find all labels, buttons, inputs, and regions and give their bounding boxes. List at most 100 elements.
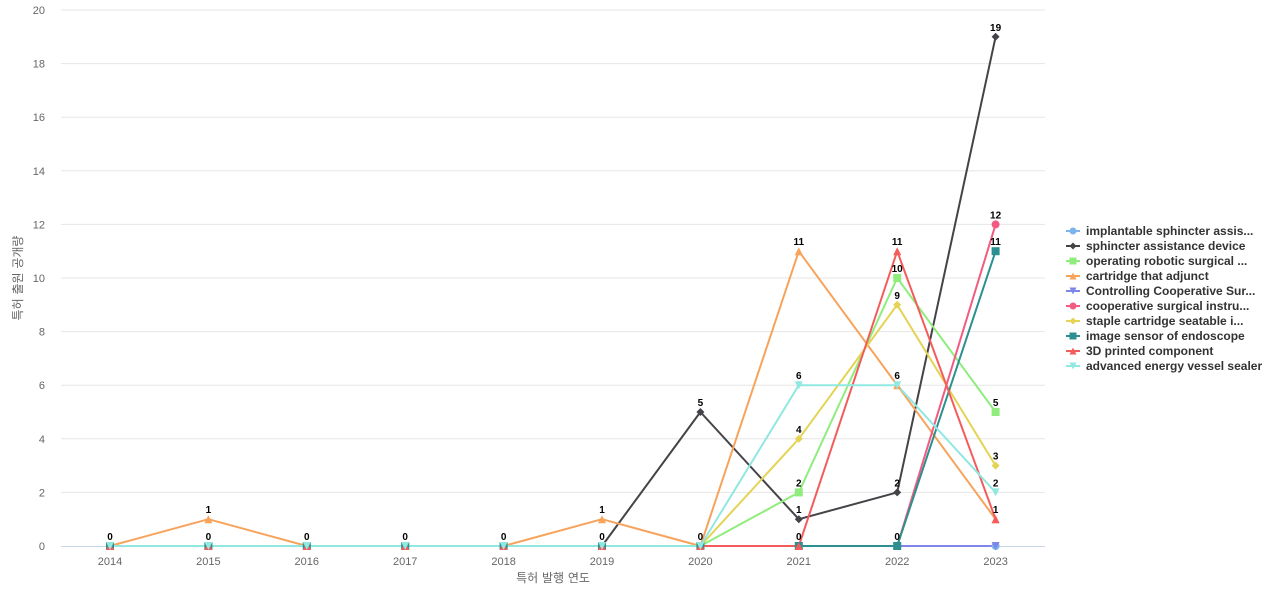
data-point	[696, 542, 705, 550]
data-point	[302, 542, 311, 550]
series-line	[110, 384, 997, 547]
data-point	[991, 32, 1000, 41]
legend-item[interactable]: cooperative surgical instru...	[1066, 299, 1249, 313]
data-label: 11	[990, 237, 1001, 248]
series-markers	[106, 32, 1000, 550]
legend-label: cartridge that adjunct	[1086, 269, 1209, 283]
y-tick-label: 12	[33, 219, 45, 231]
data-point	[794, 515, 803, 524]
legend-item[interactable]: image sensor of endoscope	[1066, 329, 1245, 343]
legend-marker	[1069, 317, 1077, 325]
x-tick-label: 2014	[98, 556, 122, 568]
legend-item[interactable]: advanced energy vessel sealer	[1066, 359, 1262, 373]
legend-label: sphincter assistance device	[1086, 239, 1246, 253]
legend-item[interactable]: 3D printed component	[1066, 344, 1213, 358]
data-point	[893, 542, 902, 550]
legend-marker	[1069, 227, 1077, 235]
series-lines	[109, 36, 997, 547]
legend-label: image sensor of endoscope	[1086, 329, 1245, 343]
legend-item[interactable]: implantable sphincter assis...	[1066, 224, 1253, 238]
data-label: 19	[990, 23, 1002, 34]
legend-marker	[1069, 287, 1077, 295]
data-point	[696, 408, 705, 416]
data-point	[794, 381, 803, 390]
data-label: 1	[796, 505, 802, 516]
data-label: 0	[894, 532, 900, 543]
series-line	[110, 303, 997, 547]
data-point	[794, 434, 803, 443]
data-point	[598, 542, 606, 550]
legend-marker	[1069, 257, 1077, 265]
y-tick-label: 4	[39, 434, 45, 446]
data-point	[991, 515, 1000, 524]
data-point	[794, 247, 803, 256]
legend-label: 3D printed component	[1086, 344, 1213, 358]
data-label: 0	[304, 532, 310, 543]
data-point	[991, 247, 1000, 256]
data-point	[598, 515, 606, 524]
x-tick-label: 2018	[491, 556, 515, 568]
data-point	[991, 461, 1000, 470]
data-point	[499, 542, 508, 550]
legend-label: advanced energy vessel sealer	[1086, 359, 1262, 373]
data-label: 0	[501, 532, 507, 543]
x-axis-tick-labels: 2014 2015 2016 2017 2018 2019 2020 2021 2022 2023	[98, 556, 1008, 568]
x-tick-label: 2019	[590, 556, 614, 568]
data-label: 0	[796, 532, 802, 543]
data-point	[794, 488, 803, 497]
data-label: 0	[206, 532, 212, 543]
y-tick-label: 2	[39, 487, 45, 499]
data-point	[204, 542, 213, 550]
data-label: 12	[990, 210, 1002, 221]
data-label: 11	[892, 237, 903, 248]
data-point	[893, 274, 902, 282]
data-label: 10	[892, 264, 904, 275]
y-axis-tick-labels: 0 2 4 6 8 10 12 14 16 18 20	[33, 5, 45, 553]
data-point	[991, 220, 1000, 229]
legend-item[interactable]: cartridge that adjunct	[1066, 269, 1209, 283]
data-label: 0	[698, 532, 704, 543]
legend-marker	[1069, 302, 1077, 310]
data-label: 1	[599, 505, 605, 516]
legend-label: Controlling Cooperative Sur...	[1086, 284, 1255, 298]
legend-label: operating robotic surgical ...	[1086, 254, 1247, 268]
data-label: 5	[993, 398, 999, 409]
data-point	[794, 542, 803, 550]
data-label: 5	[698, 398, 704, 409]
data-point	[991, 408, 1000, 416]
legend-marker	[1069, 362, 1077, 370]
y-tick-label: 20	[33, 5, 45, 17]
data-point	[893, 488, 902, 497]
legend-marker	[1069, 272, 1077, 280]
data-label: 1	[206, 505, 212, 516]
x-tick-label: 2016	[295, 556, 319, 568]
data-label: 2	[894, 478, 900, 489]
data-label: 0	[107, 532, 113, 543]
legend-label: cooperative surgical instru...	[1086, 299, 1249, 313]
data-point	[893, 300, 902, 309]
legend-marker	[1069, 332, 1077, 340]
legend-marker	[1069, 242, 1077, 250]
legend-item[interactable]: operating robotic surgical ...	[1066, 254, 1247, 268]
data-label: 0	[599, 532, 605, 543]
y-tick-label: 14	[33, 166, 45, 178]
data-label: 4	[796, 425, 802, 436]
legend-item[interactable]: sphincter assistance device	[1066, 239, 1246, 253]
legend-item[interactable]: Controlling Cooperative Sur...	[1066, 284, 1255, 298]
data-label: 2	[993, 478, 999, 489]
data-point	[991, 488, 1000, 497]
data-point	[893, 381, 902, 390]
x-tick-label: 2021	[787, 556, 811, 568]
x-tick-label: 2015	[196, 556, 220, 568]
x-tick-label: 2023	[983, 556, 1007, 568]
series-line	[110, 277, 997, 547]
y-tick-label: 0	[39, 541, 45, 553]
legend: implantable sphincter assis...sphincter …	[1066, 224, 1262, 373]
legend-marker	[1069, 347, 1077, 355]
y-axis-title: 특허 출원 공개량	[11, 236, 25, 321]
data-label: 11	[794, 237, 805, 248]
x-tick-label: 2017	[393, 556, 417, 568]
legend-item[interactable]: staple cartridge seatable i...	[1066, 314, 1243, 328]
